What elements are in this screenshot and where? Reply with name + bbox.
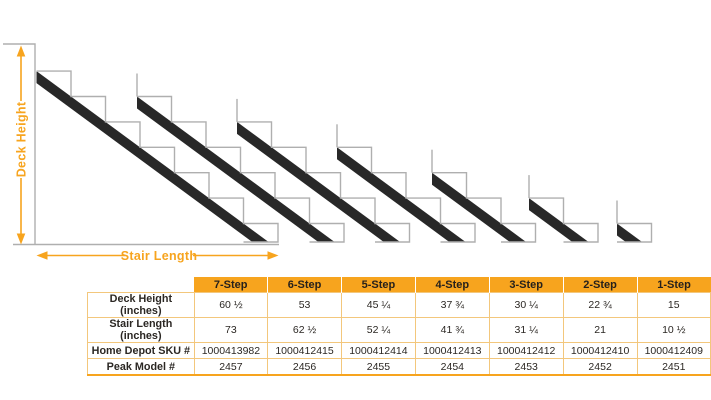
table-cell: 10 ½ (636, 317, 711, 343)
row-label: Deck Height (inches) (87, 292, 195, 318)
stringer-band (237, 121, 401, 242)
step-outline (337, 146, 476, 243)
table-cell: 45 ¼ (340, 292, 416, 318)
column-header-1: 7-Step (194, 277, 268, 293)
column-header-3: 5-Step (340, 277, 416, 293)
column-header-6: 2-Step (562, 277, 638, 293)
row-label: Stair Length (inches) (87, 317, 195, 343)
stringer-band (36, 71, 269, 242)
deck-height-label: Deck Height (15, 101, 29, 177)
step-outline (137, 95, 345, 243)
stringer-band (617, 223, 643, 242)
table-cell: 1000412412 (488, 342, 564, 359)
table-cell: 73 (193, 317, 269, 343)
arrow-up-icon (16, 45, 26, 57)
table-row-4: Peak Model #2457 2456 2455 2454 2453 2452 2451 (87, 358, 711, 376)
table-row-3: Home Depot SKU #1000413982 1000412415 1000… (87, 342, 711, 359)
table-cell: 1000412415 (267, 342, 342, 359)
spec-table: 7-Step 6-Step 5-Step 4-Step 3-Step 2-Step 1-St… (87, 277, 711, 376)
stringer-band (137, 96, 335, 242)
stringer-band (337, 147, 466, 242)
step-outline (617, 222, 653, 243)
row-label: Home Depot SKU # (87, 342, 195, 359)
5-step-stair (236, 98, 411, 243)
step-outline (432, 172, 537, 243)
table-cell: 31 ¼ (488, 317, 564, 343)
corner-cell (88, 277, 195, 293)
column-header-5: 3-Step (488, 277, 564, 293)
table-cell: 2452 (562, 358, 638, 376)
table-cell: 1000413982 (193, 342, 269, 359)
stairs-diagram: Deck Height Stair Length (3, 43, 653, 263)
table-header-row: 7-Step 6-Step 5-Step 4-Step 3-Step 2-Step 1-St… (88, 277, 711, 293)
table-cell: 2451 (636, 358, 711, 376)
table-cell: 1000412410 (562, 342, 638, 359)
table-cell: 52 ¼ (340, 317, 416, 343)
table-cell: 2457 (193, 358, 269, 376)
6-step-stair (136, 73, 345, 243)
table-cell: 62 ½ (267, 317, 342, 343)
column-header-7: 1-Step (636, 277, 711, 293)
column-header-2: 6-Step (267, 277, 342, 293)
stair-length-dimension: Stair Length (36, 249, 279, 263)
table-cell: 41 ¾ (414, 317, 490, 343)
arrow-right-icon (267, 251, 279, 260)
row-label: Peak Model # (87, 358, 195, 376)
1-step-stair (616, 200, 653, 243)
table-cell: 21 (562, 317, 638, 343)
table-row-1: Deck Height (inches) 60 ½ 53 45 ¼ 37 ¾ 30 ¼ 22… (87, 292, 711, 318)
table-cell: 2455 (340, 358, 416, 376)
step-outline (529, 197, 599, 243)
table-cell: 60 ½ (193, 292, 269, 318)
step-outline (237, 121, 411, 243)
spec-table-container: 7-Step 6-Step 5-Step 4-Step 3-Step 2-Step 1-St… (87, 277, 711, 376)
table-cell: 53 (267, 292, 342, 318)
3-step-stair (431, 149, 537, 243)
2-step-stair (528, 175, 599, 243)
deck-height-dimension: Deck Height (15, 45, 29, 245)
7-step-stair (36, 70, 279, 243)
stair-length-label: Stair Length (121, 249, 198, 263)
table-cell: 22 ¾ (562, 292, 638, 318)
table-cell: 1000412413 (414, 342, 490, 359)
table-cell: 2453 (488, 358, 564, 376)
step-outline (36, 70, 279, 243)
table-cell: 15 (636, 292, 711, 318)
column-header-4: 4-Step (414, 277, 490, 293)
arrow-down-icon (16, 233, 26, 245)
table-cell: 2456 (267, 358, 342, 376)
table-cell: 1000412414 (340, 342, 416, 359)
table-cell: 1000412409 (636, 342, 711, 359)
table-cell: 30 ¼ (488, 292, 564, 318)
deck-edge-line (3, 43, 279, 246)
stringer-band (432, 172, 527, 242)
4-step-stair (336, 124, 476, 243)
table-cell: 37 ¾ (414, 292, 490, 318)
stringer-band (529, 198, 589, 242)
arrow-left-icon (36, 251, 48, 260)
table-cell: 2454 (414, 358, 490, 376)
